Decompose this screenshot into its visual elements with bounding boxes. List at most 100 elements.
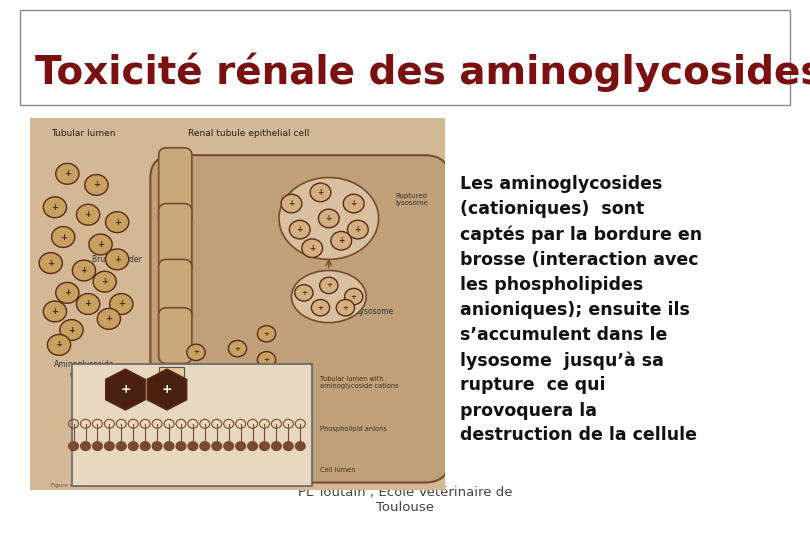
Text: +: + [51,307,58,316]
Text: Toxicité rénale des aminoglycosides: Toxicité rénale des aminoglycosides [35,52,810,92]
Circle shape [211,442,222,450]
Circle shape [60,320,83,340]
Text: +: + [113,255,121,264]
Text: +: + [193,349,199,355]
Text: Cell lumen: Cell lumen [321,467,356,472]
Bar [71,363,312,487]
Text: Aminoglycoside
cations: Aminoglycoside cations [53,360,114,379]
Bar [20,10,790,105]
Ellipse shape [292,271,366,322]
Text: +: + [206,390,211,396]
Text: +: + [301,290,307,296]
Circle shape [105,249,129,270]
Circle shape [295,285,313,301]
Circle shape [128,442,139,450]
Circle shape [271,442,281,450]
Text: +: + [47,259,54,268]
Text: Ruptured
lysosome: Ruptured lysosome [395,193,428,206]
Text: +: + [326,214,332,223]
Text: +: + [113,218,121,227]
Circle shape [69,442,79,450]
Circle shape [56,282,79,303]
Text: +: + [338,237,344,245]
FancyBboxPatch shape [159,308,192,363]
Circle shape [200,442,210,450]
Circle shape [187,344,205,361]
Circle shape [176,442,186,450]
Circle shape [97,308,121,329]
Text: Brush border: Brush border [92,255,142,264]
Text: +: + [318,305,323,310]
Text: Lysosome: Lysosome [356,307,393,316]
Circle shape [311,300,330,316]
FancyBboxPatch shape [159,148,192,226]
Text: +: + [343,305,348,310]
Text: +: + [120,383,130,396]
Text: +: + [51,203,58,212]
Text: +: + [355,225,361,234]
Bar [159,367,184,389]
Text: +: + [56,340,62,349]
Circle shape [258,326,275,342]
Circle shape [224,442,233,450]
Circle shape [199,385,218,401]
Text: +: + [326,282,332,288]
Circle shape [336,300,355,316]
Circle shape [93,271,117,292]
Circle shape [188,442,198,450]
Circle shape [109,294,133,314]
Circle shape [310,183,330,202]
Text: Renal tubule epithelial cell: Renal tubule epithelial cell [188,129,309,138]
Text: +: + [84,210,92,219]
Text: +: + [80,266,87,275]
Circle shape [318,209,339,228]
Text: +: + [68,326,75,335]
Circle shape [43,301,66,322]
Text: Phospholipid anions: Phospholipid anions [321,426,387,431]
FancyBboxPatch shape [159,259,192,322]
Text: +: + [318,188,324,197]
Circle shape [152,442,162,450]
Circle shape [320,277,338,294]
Circle shape [296,442,305,450]
Text: PL Toutain ; Ecole Vétérinaire de
Toulouse: PL Toutain ; Ecole Vétérinaire de Toulou… [298,486,512,514]
Circle shape [330,232,352,250]
Circle shape [164,442,174,450]
Circle shape [76,204,100,225]
Circle shape [258,352,275,368]
Text: +: + [288,199,295,208]
Circle shape [117,442,126,450]
Text: +: + [64,170,70,178]
Circle shape [289,220,310,239]
Circle shape [284,442,293,450]
Circle shape [228,340,246,357]
Circle shape [347,220,369,239]
Text: +: + [296,225,303,234]
Circle shape [104,442,114,450]
Circle shape [89,234,112,255]
Text: Les aminoglycosides
(cationiques)  sont
captés par la bordure en
brosse (interac: Les aminoglycosides (cationiques) sont c… [460,175,702,444]
Circle shape [259,442,270,450]
Circle shape [302,239,322,258]
Text: +: + [101,277,109,286]
Text: +: + [235,346,241,352]
Text: +: + [105,314,113,323]
Circle shape [105,212,129,233]
Text: +: + [60,233,66,241]
Text: Tubular lumen: Tubular lumen [51,129,115,138]
Ellipse shape [279,178,378,259]
Circle shape [52,227,75,247]
Text: +: + [64,288,70,298]
FancyBboxPatch shape [159,204,192,274]
Text: +: + [263,357,270,363]
Text: +: + [162,383,173,396]
Text: +: + [117,300,125,308]
Circle shape [281,194,302,213]
Circle shape [236,442,245,450]
Circle shape [248,442,258,450]
Circle shape [39,253,62,273]
Circle shape [85,174,108,195]
Circle shape [343,194,364,213]
Text: +: + [351,294,356,300]
Circle shape [80,442,91,450]
